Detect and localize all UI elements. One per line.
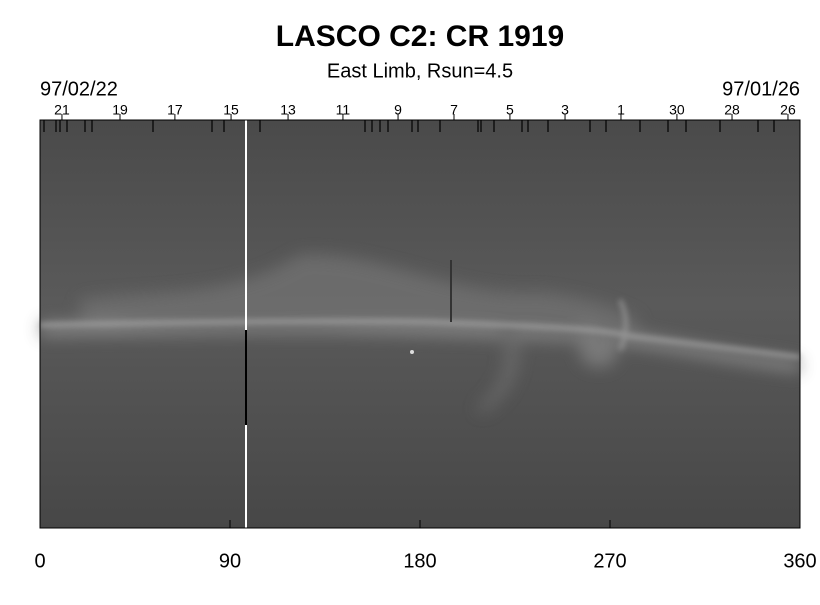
top-tick-label: 17 [167, 102, 183, 118]
top-tick-label: 5 [506, 102, 514, 118]
start-date: 97/02/22 [40, 78, 118, 100]
top-tick-label: 15 [223, 102, 239, 118]
x-tick-label: 0 [34, 550, 45, 572]
top-tick-label: 3 [561, 102, 569, 118]
chart-subtitle: East Limb, Rsun=4.5 [327, 60, 513, 82]
top-tick-label: 13 [280, 102, 296, 118]
chart-title: LASCO C2: CR 1919 [276, 20, 564, 53]
x-tick-label: 360 [783, 550, 816, 572]
map-image [39, 119, 801, 529]
end-date: 97/01/26 [722, 78, 800, 100]
top-tick-label: 28 [724, 102, 740, 118]
top-tick-label: 9 [394, 102, 402, 118]
top-tick-label: 26 [780, 102, 796, 118]
top-tick-label: 1 [617, 102, 625, 118]
top-tick-label: 11 [336, 102, 351, 118]
top-tick-label: 19 [112, 102, 128, 118]
top-tick-label: 30 [669, 102, 685, 118]
x-tick-label: 90 [219, 550, 241, 572]
x-tick-label: 180 [403, 550, 436, 572]
data-gap-ticks [43, 120, 775, 132]
top-tick-label: 21 [54, 102, 70, 118]
top-tick-label: 7 [450, 102, 458, 118]
x-tick-label: 270 [593, 550, 626, 572]
